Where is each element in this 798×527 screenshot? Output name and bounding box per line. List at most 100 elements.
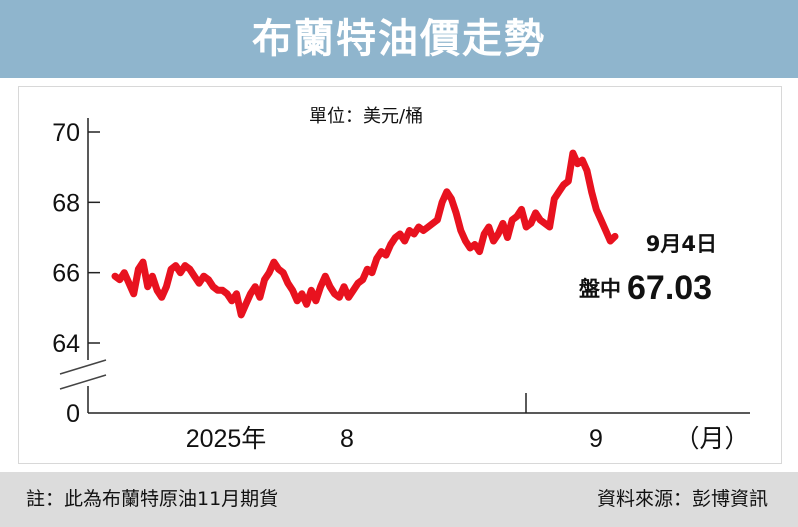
price-line — [111, 149, 619, 319]
price-point — [364, 266, 371, 273]
price-point — [121, 269, 128, 276]
price-point — [200, 273, 207, 280]
price-point — [294, 297, 301, 304]
price-point — [256, 294, 264, 301]
price-point — [457, 227, 464, 234]
price-point — [438, 199, 446, 206]
price-point — [574, 160, 581, 167]
x-tick-label: 9 — [589, 425, 603, 453]
price-point — [368, 269, 376, 276]
price-point — [322, 273, 329, 280]
price-point — [354, 280, 362, 287]
price-point — [331, 290, 338, 297]
price-point — [158, 294, 165, 301]
unit-label: 單位：美元/桶 — [309, 106, 423, 127]
price-point — [242, 301, 249, 308]
price-point — [509, 216, 516, 224]
price-point — [406, 227, 413, 234]
price-point — [602, 227, 609, 234]
price-point — [443, 188, 450, 195]
price-point — [205, 276, 212, 283]
price-point — [350, 287, 357, 294]
price-point — [312, 297, 320, 304]
price-line-layer — [111, 149, 619, 319]
price-point — [499, 220, 507, 227]
price-point — [326, 283, 334, 290]
annotation-value: 67.03 — [627, 269, 712, 307]
price-point — [523, 223, 530, 231]
price-point — [434, 216, 441, 224]
price-point — [238, 311, 245, 319]
price-point — [280, 269, 287, 276]
price-point — [191, 273, 198, 280]
price-point — [228, 297, 235, 304]
price-point — [471, 241, 478, 248]
price-point — [401, 237, 408, 245]
price-point — [560, 181, 567, 188]
price-point — [270, 258, 278, 266]
price-point — [546, 223, 553, 231]
price-point — [186, 266, 193, 273]
price-point — [555, 188, 563, 195]
price-point — [111, 273, 119, 280]
price-point — [266, 269, 273, 276]
price-point — [275, 266, 282, 273]
price-point — [565, 178, 572, 185]
price-point — [298, 290, 306, 297]
price-point — [396, 230, 404, 238]
price-point — [490, 237, 497, 245]
price-point — [340, 283, 348, 290]
price-point — [518, 206, 525, 213]
axes — [59, 118, 750, 414]
price-point — [345, 294, 352, 301]
price-point — [387, 241, 394, 248]
price-point — [588, 188, 595, 195]
x-tick-label: （月） — [674, 425, 749, 453]
price-point — [485, 223, 492, 231]
axis-break-mark — [59, 359, 107, 375]
price-point — [135, 266, 142, 273]
y-tick-label: 0 — [66, 400, 80, 428]
price-point — [392, 234, 399, 241]
price-point — [359, 276, 366, 283]
price-point — [149, 273, 156, 280]
price-point — [247, 290, 254, 297]
price-point — [284, 280, 292, 287]
price-point — [420, 227, 427, 234]
chart-title: 布蘭特油價走勢 — [252, 16, 546, 62]
annotation-date: 9月4日 — [646, 232, 717, 256]
price-point — [579, 156, 586, 164]
price-point — [163, 283, 170, 290]
price-point — [593, 206, 600, 213]
price-point — [125, 280, 133, 287]
price-point — [303, 301, 310, 308]
price-point — [195, 280, 203, 287]
price-point — [289, 287, 296, 294]
title-bar: 布蘭特油價走勢 — [0, 0, 798, 78]
axis-break-mark — [59, 374, 107, 390]
price-point — [317, 283, 324, 290]
footnote: 註：此為布蘭特原油11月期貨 — [26, 488, 279, 510]
price-point — [373, 255, 380, 262]
price-point — [424, 223, 432, 231]
price-point — [466, 244, 474, 252]
price-point — [527, 220, 535, 227]
price-point — [139, 258, 147, 266]
price-point — [513, 213, 521, 220]
y-tick-label: 66 — [52, 260, 80, 288]
x-tick-label: 2025年 — [186, 425, 267, 453]
price-point — [541, 220, 549, 227]
footer-bar: 註：此為布蘭特原油11月期貨 資料來源：彭博資訊 — [0, 472, 798, 527]
price-point — [261, 276, 268, 283]
annotation-label: 盤中 — [579, 277, 621, 301]
price-point — [214, 287, 221, 294]
price-point — [462, 237, 469, 245]
price-point — [223, 290, 231, 297]
price-point — [429, 220, 436, 227]
price-point — [209, 283, 217, 290]
price-point — [504, 234, 511, 241]
source-credit: 資料來源：彭博資訊 — [596, 488, 768, 510]
